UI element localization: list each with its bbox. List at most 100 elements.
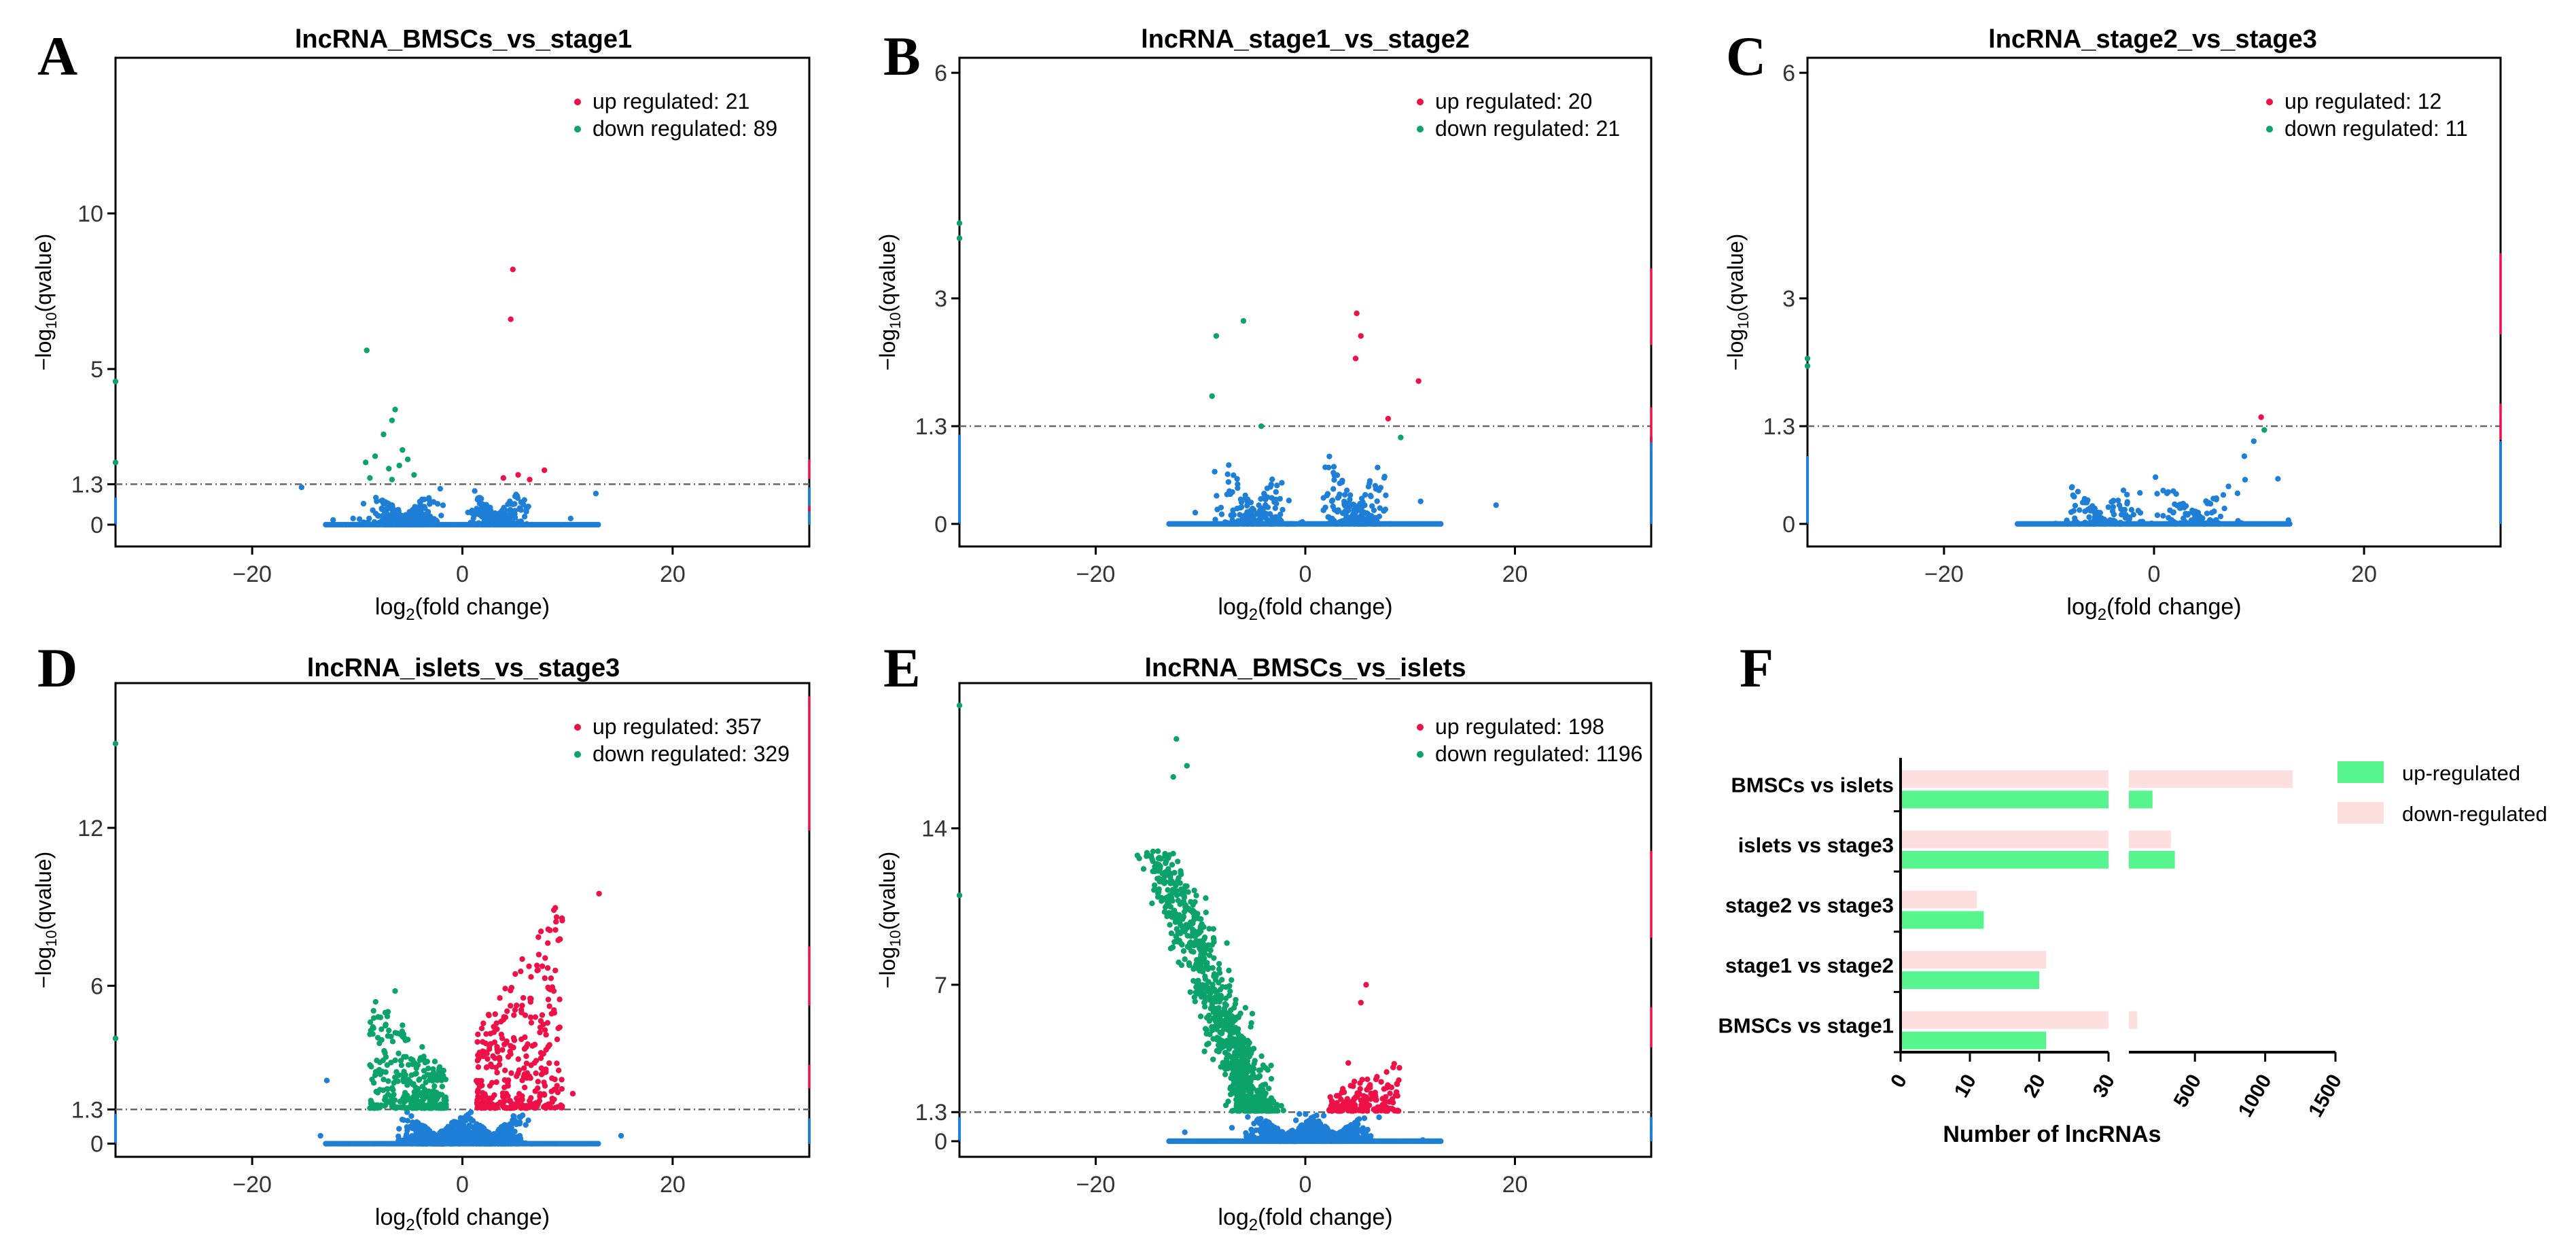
up-point xyxy=(537,1055,544,1062)
ns-point xyxy=(417,508,424,515)
up-point xyxy=(537,1017,544,1024)
ns-point xyxy=(1218,511,1225,517)
x-axis-label: log2(fold change) xyxy=(375,594,550,624)
y-axis-label-rest: (qvalue) xyxy=(31,852,56,930)
x-axis-label: log2(fold change) xyxy=(2066,594,2241,624)
up-point xyxy=(486,1096,493,1102)
down-point xyxy=(436,1065,442,1071)
scatter-points xyxy=(112,696,811,1147)
down-point xyxy=(413,1097,419,1104)
ns-point xyxy=(1224,471,1231,477)
ns-point xyxy=(372,510,379,517)
up-point xyxy=(549,1075,555,1081)
ns-point xyxy=(2111,511,2117,518)
ns-point xyxy=(1352,502,1358,508)
down-point xyxy=(398,1058,404,1064)
up-point xyxy=(521,1071,528,1077)
y-axis-label-sub: 10 xyxy=(43,312,60,328)
ns-point xyxy=(465,1111,472,1117)
ns-point xyxy=(1367,492,1374,499)
up-point xyxy=(487,1083,493,1089)
down-point xyxy=(386,466,392,472)
ns-point xyxy=(1330,464,1337,470)
y-axis-label: −log10(qvalue) xyxy=(31,852,60,988)
up-point xyxy=(476,1077,482,1084)
up-point xyxy=(542,955,548,961)
ns-point xyxy=(323,1077,330,1083)
legend-up-marker xyxy=(1417,99,1424,105)
up-point xyxy=(514,1073,520,1079)
up-point xyxy=(507,1048,513,1055)
ns-point xyxy=(488,512,494,519)
up-point xyxy=(508,988,514,994)
x-tick-label: 20 xyxy=(660,1172,686,1198)
ns-point xyxy=(2109,499,2115,505)
ns-point xyxy=(395,1133,402,1140)
down-point xyxy=(1209,393,1215,399)
up-point xyxy=(505,1077,512,1083)
ns-point xyxy=(1235,481,1241,487)
ns-point xyxy=(508,510,514,517)
ns-point xyxy=(1274,483,1280,489)
legend-down-marker xyxy=(574,751,581,758)
up-point xyxy=(486,1012,492,1019)
up-point xyxy=(519,956,525,962)
ns-point xyxy=(407,513,413,519)
down-point xyxy=(382,1050,388,1056)
ns-point xyxy=(1226,462,1232,468)
up-point xyxy=(501,1041,508,1047)
plot-title: lncRNA_stage2_vs_stage3 xyxy=(1988,25,2317,54)
ns-point xyxy=(2069,484,2075,490)
x-tick-label: −20 xyxy=(232,561,272,587)
ns-point xyxy=(1269,476,1275,483)
ns-point xyxy=(381,500,387,506)
x-tick-label: 0 xyxy=(2148,561,2161,587)
up-point xyxy=(545,996,552,1003)
up-point xyxy=(519,1093,525,1099)
down-point xyxy=(391,1074,398,1081)
up-point xyxy=(492,1105,498,1111)
ns-point xyxy=(1229,489,1235,495)
x-axis-label-base: log xyxy=(1218,594,1248,620)
ns-point xyxy=(1255,1116,1261,1122)
ns-point xyxy=(1214,493,1220,499)
up-point xyxy=(531,1100,537,1107)
down-point xyxy=(381,1077,387,1083)
y-tick-label: 1.3 xyxy=(71,1097,103,1123)
ns-point xyxy=(418,1132,424,1138)
up-point xyxy=(551,1009,558,1016)
panel-letter-f: F xyxy=(1740,637,1774,699)
ns-point xyxy=(437,485,444,492)
up-point xyxy=(569,1090,576,1097)
ns-point xyxy=(404,1117,411,1124)
ns-point xyxy=(2200,515,2206,521)
legend-up-label: up regulated: 21 xyxy=(593,89,749,114)
up-point xyxy=(515,472,521,478)
ns-point xyxy=(1324,491,1331,497)
up-point xyxy=(555,937,561,943)
y-tick-label: 6 xyxy=(90,973,103,999)
ns-point xyxy=(1377,505,1383,511)
down-point xyxy=(112,1035,119,1041)
up-point xyxy=(475,1064,482,1071)
ns-point xyxy=(1375,464,1381,471)
down-point xyxy=(436,1092,443,1098)
up-point xyxy=(559,1103,565,1109)
ns-point xyxy=(2085,506,2091,513)
down-point xyxy=(405,1037,411,1043)
legend-up-label: up regulated: 12 xyxy=(2284,89,2441,114)
ns-point xyxy=(1212,517,1218,523)
ns-point xyxy=(618,1132,624,1139)
ns-point xyxy=(517,1135,524,1141)
down-point xyxy=(372,998,378,1005)
ns-point xyxy=(455,1124,461,1130)
ns-point xyxy=(1265,494,1271,500)
up-point xyxy=(503,1104,509,1111)
down-point xyxy=(424,1058,431,1065)
up-point xyxy=(539,1012,546,1018)
up-point xyxy=(521,1084,528,1091)
ns-point xyxy=(470,1117,476,1124)
